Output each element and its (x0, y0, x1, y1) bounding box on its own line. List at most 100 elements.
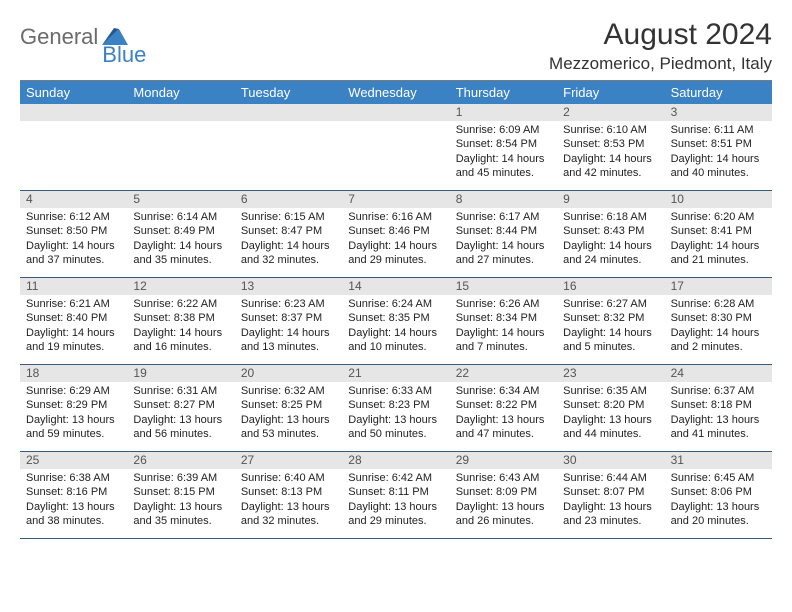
logo-text-blue: Blue (102, 42, 146, 68)
day-line: Sunset: 8:44 PM (456, 224, 551, 238)
day-cell: 4Sunrise: 6:12 AMSunset: 8:50 PMDaylight… (20, 191, 127, 277)
day-line: Daylight: 14 hours (348, 239, 443, 253)
weekday-header: Sunday (20, 81, 127, 104)
day-line: and 21 minutes. (671, 253, 766, 267)
day-line: Sunset: 8:16 PM (26, 485, 121, 499)
day-cell (20, 104, 127, 190)
day-content: Sunrise: 6:39 AMSunset: 8:15 PMDaylight:… (127, 469, 234, 531)
day-line: Sunset: 8:47 PM (241, 224, 336, 238)
day-content: Sunrise: 6:43 AMSunset: 8:09 PMDaylight:… (450, 469, 557, 531)
weekday-header: Wednesday (342, 81, 449, 104)
day-line: Daylight: 14 hours (671, 152, 766, 166)
day-line: Sunset: 8:07 PM (563, 485, 658, 499)
day-cell: 31Sunrise: 6:45 AMSunset: 8:06 PMDayligh… (665, 452, 772, 538)
day-cell: 8Sunrise: 6:17 AMSunset: 8:44 PMDaylight… (450, 191, 557, 277)
day-line: Sunset: 8:30 PM (671, 311, 766, 325)
day-line: Sunset: 8:40 PM (26, 311, 121, 325)
day-line: Daylight: 13 hours (133, 413, 228, 427)
day-line: Sunrise: 6:31 AM (133, 384, 228, 398)
day-cell: 22Sunrise: 6:34 AMSunset: 8:22 PMDayligh… (450, 365, 557, 451)
weekday-header: Tuesday (235, 81, 342, 104)
day-line: Sunrise: 6:20 AM (671, 210, 766, 224)
day-content: Sunrise: 6:40 AMSunset: 8:13 PMDaylight:… (235, 469, 342, 531)
day-cell: 30Sunrise: 6:44 AMSunset: 8:07 PMDayligh… (557, 452, 664, 538)
day-content: Sunrise: 6:29 AMSunset: 8:29 PMDaylight:… (20, 382, 127, 444)
day-line: Daylight: 13 hours (241, 500, 336, 514)
day-number: 18 (20, 365, 127, 382)
day-line: and 24 minutes. (563, 253, 658, 267)
day-line: Sunrise: 6:16 AM (348, 210, 443, 224)
week-row: 1Sunrise: 6:09 AMSunset: 8:54 PMDaylight… (20, 104, 772, 191)
day-line: and 38 minutes. (26, 514, 121, 528)
day-number: 4 (20, 191, 127, 208)
day-line: and 26 minutes. (456, 514, 551, 528)
day-line: and 27 minutes. (456, 253, 551, 267)
day-line: Daylight: 13 hours (26, 413, 121, 427)
location-label: Mezzomerico, Piedmont, Italy (549, 54, 772, 74)
day-content: Sunrise: 6:22 AMSunset: 8:38 PMDaylight:… (127, 295, 234, 357)
day-line: Sunrise: 6:17 AM (456, 210, 551, 224)
day-line: and 23 minutes. (563, 514, 658, 528)
day-line: Daylight: 14 hours (456, 326, 551, 340)
day-line: Daylight: 13 hours (133, 500, 228, 514)
day-cell: 15Sunrise: 6:26 AMSunset: 8:34 PMDayligh… (450, 278, 557, 364)
day-number: 12 (127, 278, 234, 295)
day-cell: 5Sunrise: 6:14 AMSunset: 8:49 PMDaylight… (127, 191, 234, 277)
day-number: 6 (235, 191, 342, 208)
day-number (127, 104, 234, 121)
day-line: Sunset: 8:35 PM (348, 311, 443, 325)
day-line: and 2 minutes. (671, 340, 766, 354)
day-line: Daylight: 14 hours (241, 326, 336, 340)
day-line: Sunset: 8:50 PM (26, 224, 121, 238)
day-cell: 9Sunrise: 6:18 AMSunset: 8:43 PMDaylight… (557, 191, 664, 277)
day-line: Sunset: 8:49 PM (133, 224, 228, 238)
day-content: Sunrise: 6:12 AMSunset: 8:50 PMDaylight:… (20, 208, 127, 270)
day-line: Sunrise: 6:14 AM (133, 210, 228, 224)
day-line: Sunset: 8:54 PM (456, 137, 551, 151)
day-number: 2 (557, 104, 664, 121)
day-content: Sunrise: 6:28 AMSunset: 8:30 PMDaylight:… (665, 295, 772, 357)
day-number: 5 (127, 191, 234, 208)
day-content: Sunrise: 6:45 AMSunset: 8:06 PMDaylight:… (665, 469, 772, 531)
day-cell: 29Sunrise: 6:43 AMSunset: 8:09 PMDayligh… (450, 452, 557, 538)
day-number: 31 (665, 452, 772, 469)
day-line: Sunset: 8:46 PM (348, 224, 443, 238)
day-line: Sunrise: 6:37 AM (671, 384, 766, 398)
day-line: Sunset: 8:22 PM (456, 398, 551, 412)
day-line: and 7 minutes. (456, 340, 551, 354)
day-content: Sunrise: 6:27 AMSunset: 8:32 PMDaylight:… (557, 295, 664, 357)
day-line: and 29 minutes. (348, 514, 443, 528)
day-cell: 6Sunrise: 6:15 AMSunset: 8:47 PMDaylight… (235, 191, 342, 277)
day-number: 24 (665, 365, 772, 382)
day-line: Daylight: 14 hours (26, 239, 121, 253)
day-line: Daylight: 14 hours (348, 326, 443, 340)
day-line: and 44 minutes. (563, 427, 658, 441)
day-line: Sunset: 8:37 PM (241, 311, 336, 325)
day-line: Sunrise: 6:23 AM (241, 297, 336, 311)
day-line: and 37 minutes. (26, 253, 121, 267)
day-number: 1 (450, 104, 557, 121)
day-content: Sunrise: 6:23 AMSunset: 8:37 PMDaylight:… (235, 295, 342, 357)
day-line: Sunrise: 6:24 AM (348, 297, 443, 311)
day-cell (127, 104, 234, 190)
day-line: Daylight: 13 hours (563, 413, 658, 427)
day-line: and 50 minutes. (348, 427, 443, 441)
day-line: and 40 minutes. (671, 166, 766, 180)
day-line: Sunrise: 6:15 AM (241, 210, 336, 224)
day-number (235, 104, 342, 121)
day-number: 13 (235, 278, 342, 295)
day-line: Sunrise: 6:12 AM (26, 210, 121, 224)
day-cell: 23Sunrise: 6:35 AMSunset: 8:20 PMDayligh… (557, 365, 664, 451)
month-title: August 2024 (549, 18, 772, 52)
day-content: Sunrise: 6:42 AMSunset: 8:11 PMDaylight:… (342, 469, 449, 531)
day-line: Sunset: 8:53 PM (563, 137, 658, 151)
day-line: Sunset: 8:29 PM (26, 398, 121, 412)
day-content: Sunrise: 6:34 AMSunset: 8:22 PMDaylight:… (450, 382, 557, 444)
day-content: Sunrise: 6:16 AMSunset: 8:46 PMDaylight:… (342, 208, 449, 270)
day-line: Sunset: 8:20 PM (563, 398, 658, 412)
day-number: 25 (20, 452, 127, 469)
day-line: Daylight: 13 hours (26, 500, 121, 514)
day-line: Daylight: 14 hours (563, 152, 658, 166)
day-line: Sunrise: 6:40 AM (241, 471, 336, 485)
day-line: Sunset: 8:25 PM (241, 398, 336, 412)
